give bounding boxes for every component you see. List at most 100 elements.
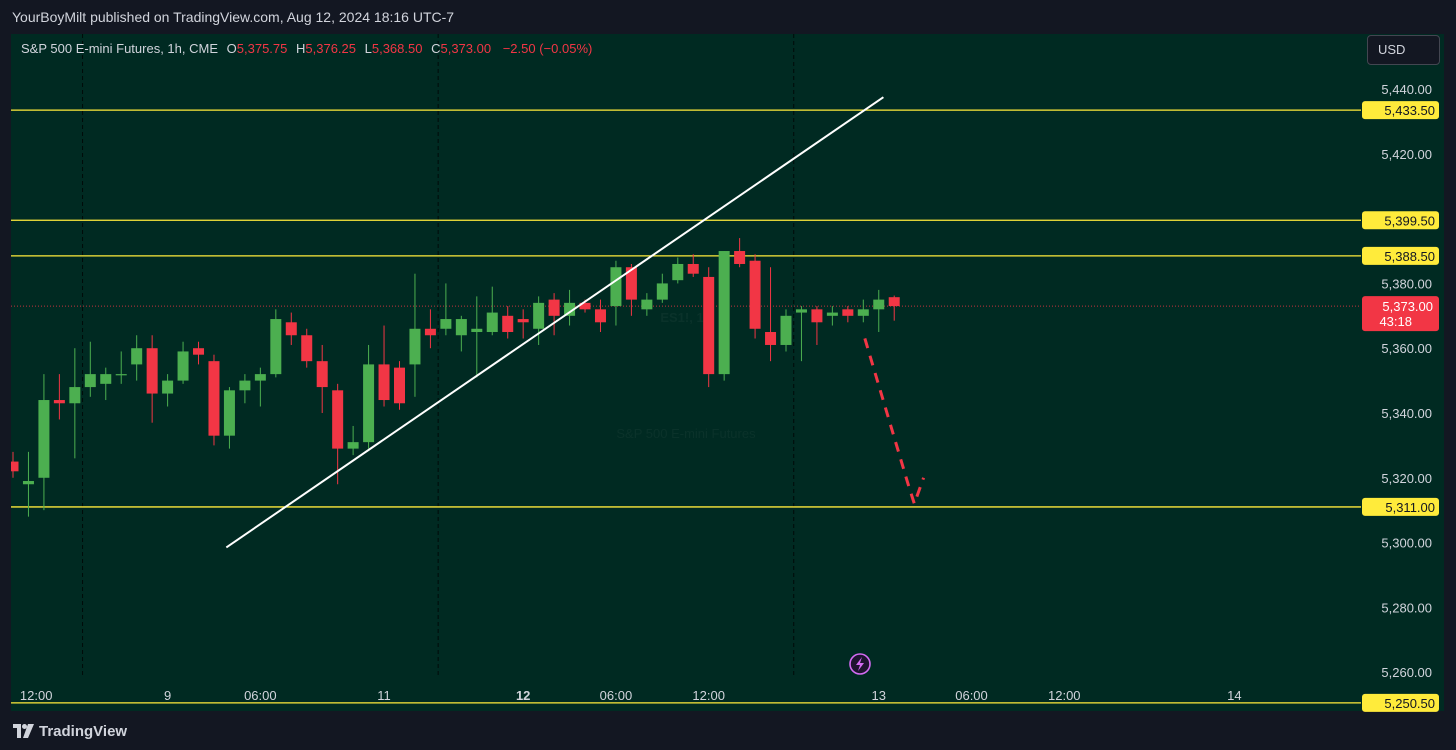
candle-down[interactable] [285,322,297,336]
watermark-symbol: ES1!, 1h [660,310,711,325]
time-axis-tick: 13 [872,688,886,703]
lightning-icon [856,657,864,671]
change-value: −2.50 (−0.05%) [502,41,593,56]
level-price-tag[interactable] [1362,693,1439,712]
candle-down[interactable] [703,276,715,375]
candle-down[interactable] [625,267,637,300]
candle-up[interactable] [471,328,483,333]
high-label: H [296,41,306,56]
time-axis-tick: 9 [164,688,171,703]
candle-down[interactable] [811,309,823,323]
candle-down[interactable] [394,367,405,404]
currency-button[interactable]: USD [1367,35,1440,65]
candle-up[interactable] [223,390,235,436]
candle-up[interactable] [795,309,807,313]
candle-down[interactable] [687,263,699,274]
time-axis-tick: 12:00 [1048,688,1081,703]
candle-up[interactable] [564,302,576,316]
time-axis-tick: 06:00 [955,688,988,703]
tradingview-brand: TradingView [39,722,128,740]
candle-up[interactable] [440,319,452,329]
candle-up[interactable] [780,315,792,345]
candle-up[interactable] [672,263,684,281]
candle-up[interactable] [363,364,375,443]
candle-up[interactable] [177,351,189,381]
level-price-tag[interactable] [1362,497,1439,516]
candle-up[interactable] [409,328,421,365]
candle-down[interactable] [842,309,854,316]
level-price-tag[interactable] [1362,246,1439,265]
price-axis-tick: 5,320.00 [1381,471,1432,486]
time-axis-tick: 12:00 [692,688,725,703]
last-price-label: 5,373.00 [1382,299,1433,314]
watermark-description: S&P 500 E-mini Futures [616,426,756,441]
candle-up[interactable] [486,312,498,333]
candle-up[interactable] [270,319,282,375]
candle-down[interactable] [517,319,529,323]
level-price-label: 5,433.50 [1384,103,1435,118]
level-price-label: 5,388.50 [1384,249,1435,264]
candle-up[interactable] [22,481,34,485]
candle-up[interactable] [254,374,266,381]
candle-up[interactable] [873,299,885,310]
candle-down[interactable] [316,361,328,388]
tradingview-logo-icon [13,724,34,738]
price-axis-tick: 5,300.00 [1381,536,1432,551]
candle-down[interactable] [53,400,65,404]
candles-group [8,238,900,517]
candle-down[interactable] [208,361,220,436]
candle-down[interactable] [378,364,390,401]
candle-up[interactable] [38,400,50,478]
candle-up[interactable] [131,348,143,365]
price-axis-tick: 5,440.00 [1381,82,1432,97]
candle-up[interactable] [84,374,96,388]
candle-up[interactable] [857,309,869,316]
candle-down[interactable] [888,297,900,307]
candle-up[interactable] [533,302,545,329]
candle-down[interactable] [594,309,606,323]
price-axis-tick: 5,340.00 [1381,406,1432,421]
projected-path[interactable] [863,338,926,509]
candle-up[interactable] [656,283,668,300]
ascending-trendline[interactable] [225,96,884,549]
candle-up[interactable] [239,380,251,391]
price-axis-tick: 5,380.00 [1381,276,1432,291]
candle-down[interactable] [8,461,19,472]
time-axis-tick: 12:00 [20,688,53,703]
candle-up[interactable] [69,387,81,404]
candle-down[interactable] [332,390,344,449]
candle-up[interactable] [610,267,622,307]
candle-up[interactable] [115,374,127,376]
candle-down[interactable] [765,332,777,345]
candle-down[interactable] [424,328,436,336]
candle-up[interactable] [718,251,730,375]
ohlc-legend: S&P 500 E-mini Futures, 1h, CME O5,375.7… [21,41,592,56]
high-value: 5,376.25 [305,41,356,56]
candle-down[interactable] [146,348,158,394]
candle-down[interactable] [734,251,746,264]
candle-down[interactable] [301,335,313,362]
candle-up[interactable] [455,319,467,336]
candle-up[interactable] [641,299,653,310]
candle-up[interactable] [347,442,359,449]
candle-down[interactable] [579,302,591,310]
candle-down[interactable] [548,299,560,316]
close-value: 5,373.00 [440,41,492,56]
level-price-label: 5,311.00 [1385,500,1435,515]
candle-down[interactable] [749,260,761,329]
candle-up[interactable] [162,380,174,394]
low-value: 5,368.50 [371,41,423,56]
candle-up[interactable] [826,312,838,316]
last-price-tag[interactable] [1362,296,1439,332]
level-price-tag[interactable] [1362,101,1439,120]
level-price-tag[interactable] [1362,211,1439,230]
candle-down[interactable] [502,315,514,333]
tradingview-logo[interactable]: TradingView [13,721,127,741]
candle-down[interactable] [193,348,205,355]
candle-up[interactable] [100,374,112,384]
time-axis-tick: 11 [377,688,391,703]
top-bar: YourBoyMilt published on TradingView.com… [0,0,1456,34]
symbol-description[interactable]: S&P 500 E-mini Futures, 1h, CME [21,41,219,56]
open-value: 5,375.75 [236,41,288,56]
